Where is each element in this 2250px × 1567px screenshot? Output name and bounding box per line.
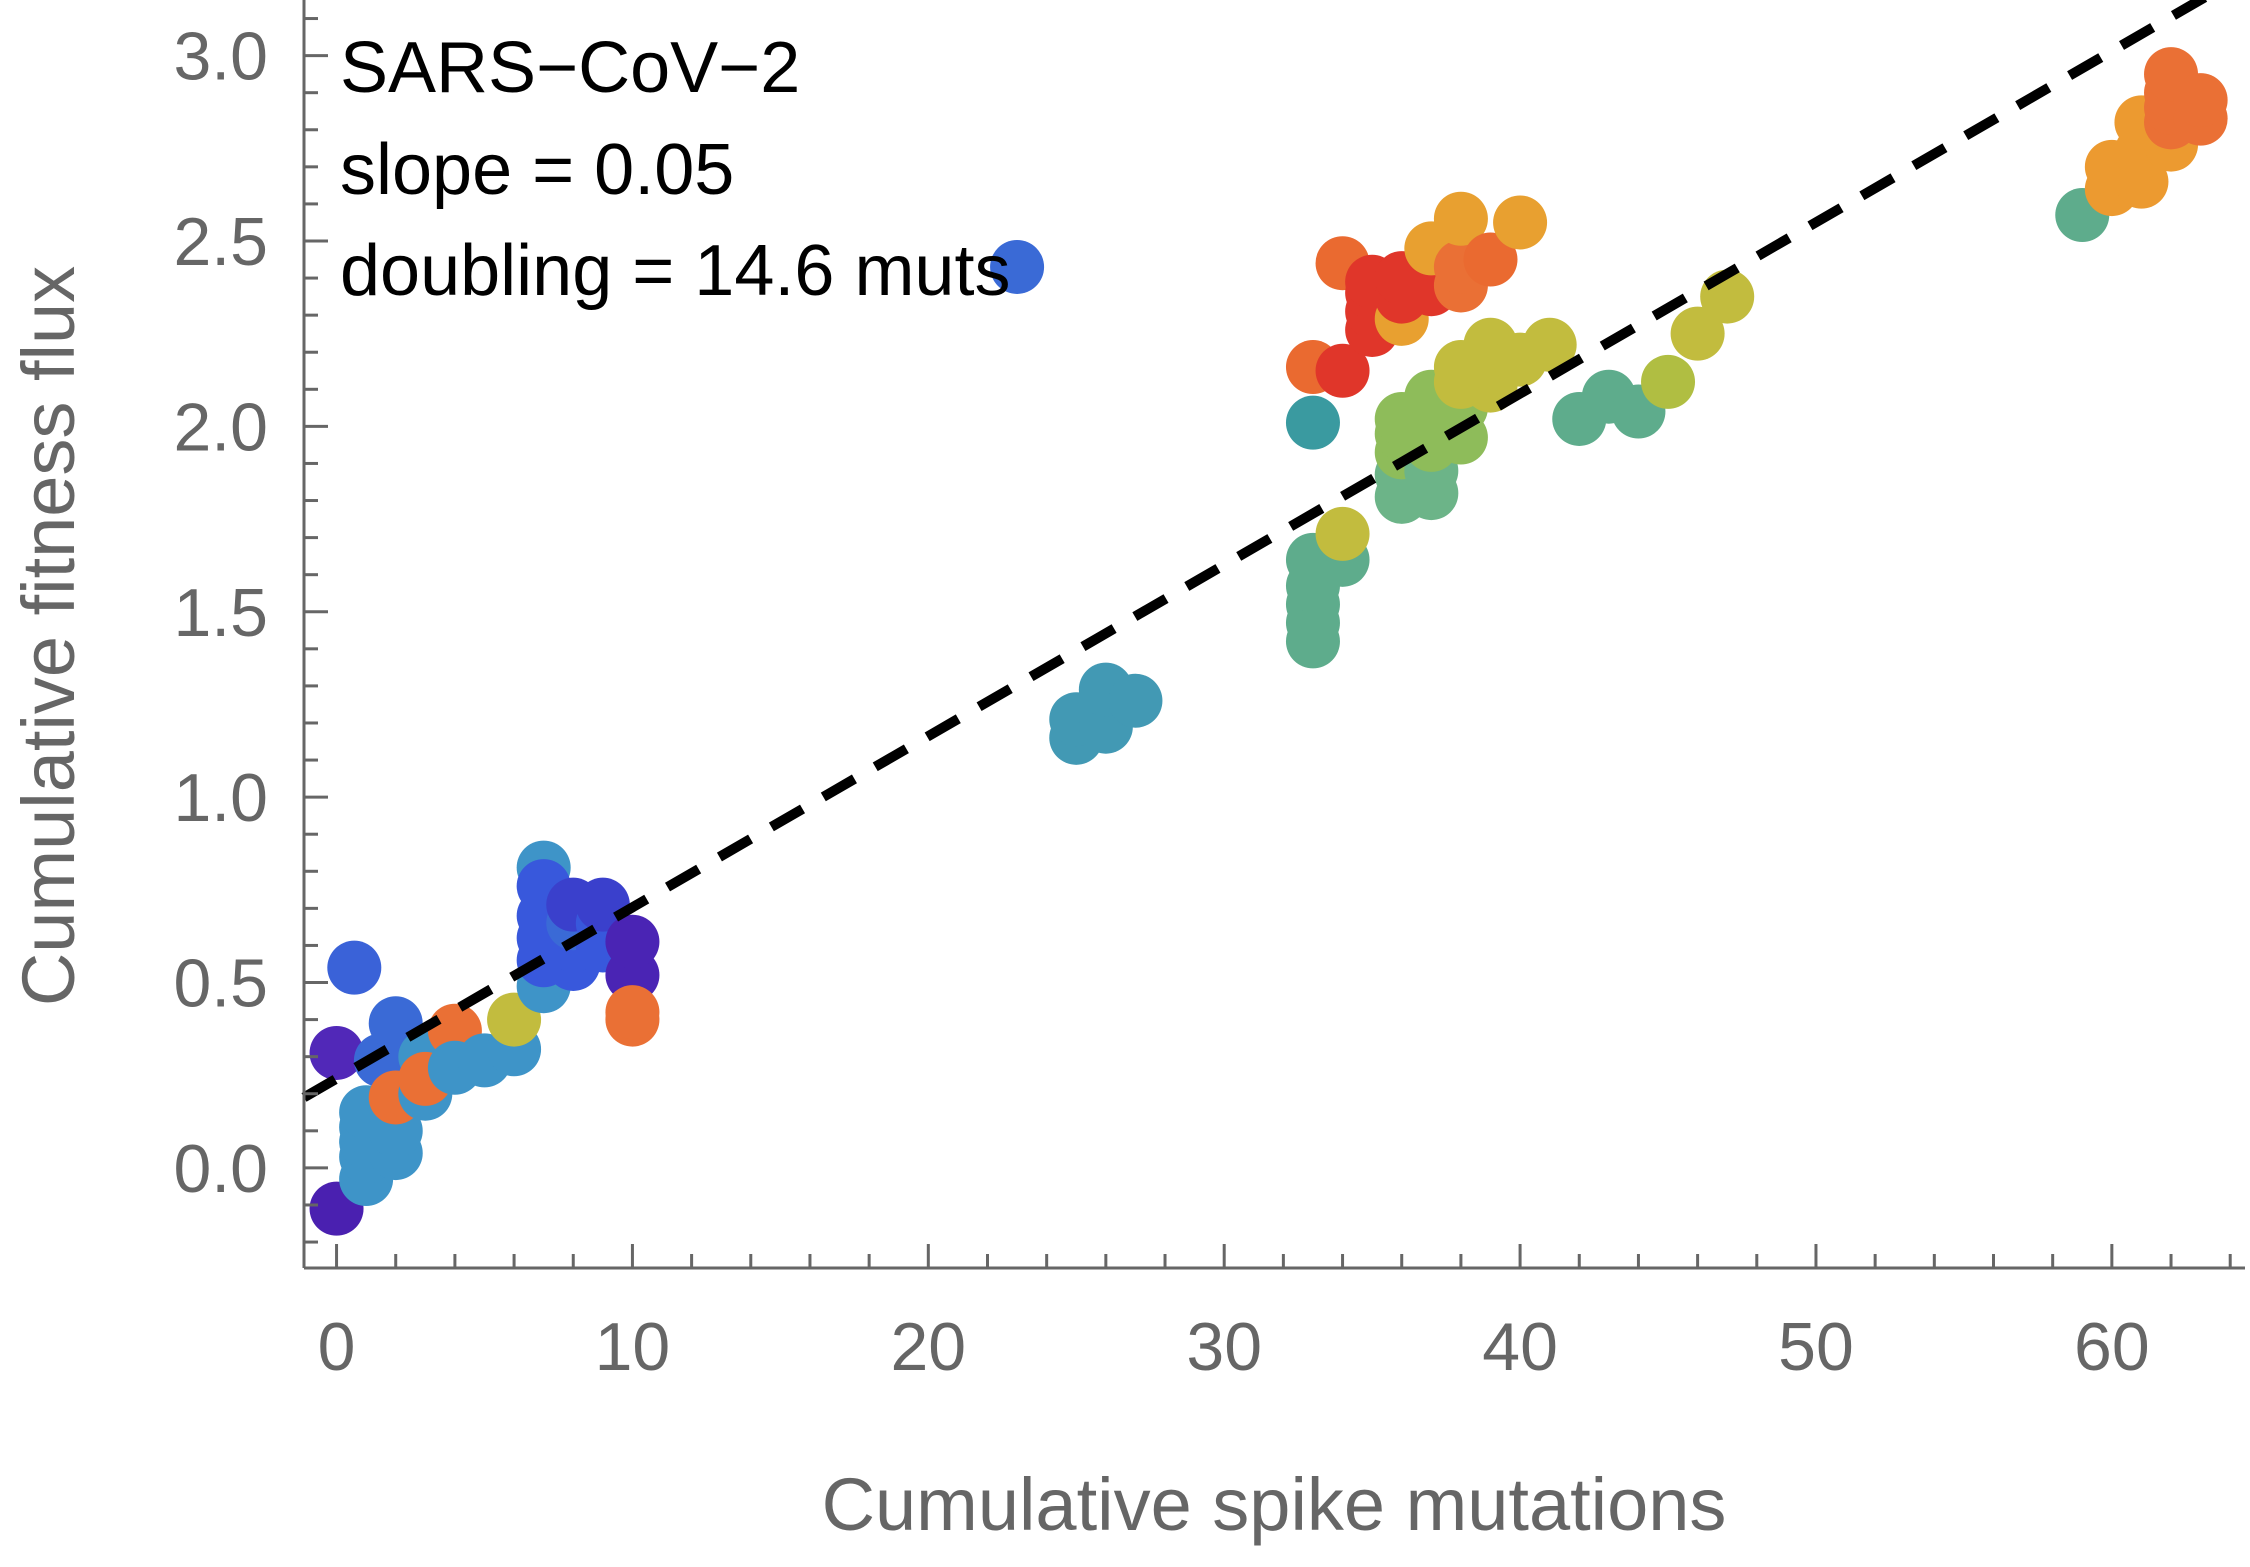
data-point-69: [1493, 195, 1548, 250]
data-point-67: [1433, 191, 1488, 246]
data-point-38: [990, 239, 1045, 294]
annotation-title: SARS−CoV−2: [340, 28, 800, 108]
y-axis-title: Cumulative fitness flux: [7, 266, 90, 1006]
fit-line: [301, 0, 2211, 1102]
data-point-50: [1285, 395, 1340, 450]
data-point-107: [2173, 73, 2228, 128]
x-tick-label: 50: [1778, 1309, 1854, 1385]
data-point-43: [1108, 673, 1163, 728]
x-axis-title: Cumulative spike mutations: [822, 1463, 1727, 1546]
axes: [302, 0, 2245, 1270]
y-tick-label: 1.0: [173, 760, 268, 836]
y-tick-label: 0.5: [173, 946, 268, 1022]
data-point-53: [1315, 343, 1370, 398]
data-point-92: [1641, 354, 1696, 409]
y-tick-label: 3.0: [173, 19, 268, 95]
annotation-slope: slope = 0.05: [340, 130, 734, 210]
x-tick-label: 20: [890, 1309, 966, 1385]
data-points: [309, 47, 2228, 1236]
x-tick-label: 40: [1482, 1309, 1558, 1385]
y-tick-label: 2.0: [173, 389, 268, 465]
x-tick-label: 60: [2074, 1309, 2150, 1385]
annotation-doubling: doubling = 14.6 muts: [340, 231, 1010, 311]
tick-labels: 0 10 20 30 40 50 60 0.0 0.5 1.0 1.5 2.0 2.5 3.0: [173, 19, 2149, 1385]
data-point-93: [1670, 306, 1725, 361]
data-point-2: [327, 940, 382, 995]
data-point-35: [605, 914, 660, 969]
data-point-37: [605, 985, 660, 1040]
y-tick-label: 2.5: [173, 204, 268, 280]
data-point-68: [1463, 232, 1518, 287]
x-tick-label: 10: [595, 1309, 671, 1385]
x-tick-label: 30: [1186, 1309, 1262, 1385]
data-point-51: [1315, 506, 1370, 561]
data-point-88: [1522, 317, 1577, 372]
y-tick-label: 1.5: [173, 575, 268, 651]
x-tick-label: 0: [318, 1309, 356, 1385]
y-tick-label: 0.0: [173, 1131, 268, 1207]
data-point-1: [309, 1025, 364, 1080]
